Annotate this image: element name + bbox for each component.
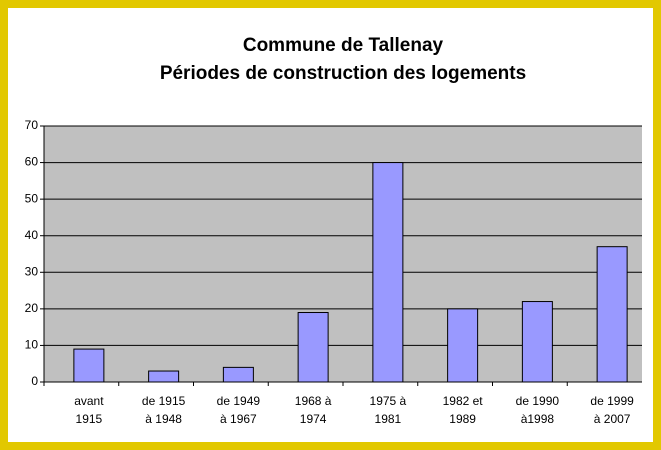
x-tick-label: de 1990 — [516, 394, 560, 408]
y-tick-label: 0 — [31, 374, 38, 388]
bar — [297, 312, 329, 383]
x-tick-label: de 1915 — [142, 394, 186, 408]
x-tick-label: 1982 et — [443, 394, 484, 408]
x-tick-label: 1968 à — [295, 394, 332, 408]
x-tick-label: à 2007 — [594, 412, 631, 426]
y-tick-label: 30 — [25, 264, 39, 278]
x-tick-label: de 1999 — [590, 394, 634, 408]
y-tick-label: 20 — [25, 301, 39, 315]
x-tick-label: de 1949 — [217, 394, 261, 408]
y-tick-label: 70 — [25, 118, 39, 132]
bar — [372, 162, 404, 383]
x-tick-label: avant — [74, 394, 104, 408]
bar — [521, 301, 553, 383]
y-tick-label: 10 — [25, 338, 39, 352]
x-tick-label: 1915 — [76, 412, 103, 426]
y-tick-label: 60 — [25, 155, 39, 169]
x-tick-label: à 1967 — [220, 412, 257, 426]
y-tick-label: 40 — [25, 228, 39, 242]
bar — [222, 366, 254, 383]
x-tick-label: à1998 — [521, 412, 555, 426]
bar — [596, 246, 628, 383]
chart-subtitle: Périodes de construction des logements — [160, 63, 526, 84]
x-tick-label: 1989 — [449, 412, 476, 426]
bar — [148, 370, 180, 383]
x-tick-label: 1981 — [375, 412, 402, 426]
x-tick-label: 1975 à — [370, 394, 407, 408]
chart-title: Commune de Tallenay — [243, 35, 444, 56]
x-tick-label: à 1948 — [145, 412, 182, 426]
bar — [73, 348, 105, 383]
y-tick-label: 50 — [25, 191, 39, 205]
x-tick-label: 1974 — [300, 412, 327, 426]
bar — [447, 308, 479, 383]
